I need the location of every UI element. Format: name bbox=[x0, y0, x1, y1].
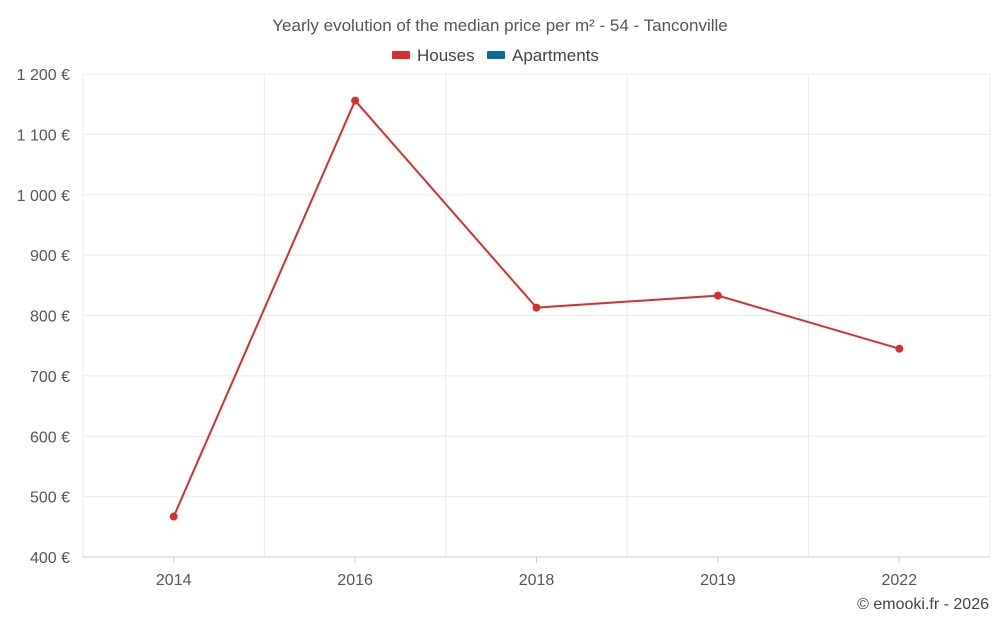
legend-item-apartments[interactable]: Apartments bbox=[487, 46, 599, 65]
legend-label-apartments: Apartments bbox=[512, 46, 599, 65]
legend-swatch-apartments bbox=[487, 51, 505, 59]
credit-text: © emooki.fr - 2026 bbox=[857, 596, 989, 613]
chart-title: Yearly evolution of the median price per… bbox=[272, 16, 727, 35]
y-tick-label: 1 000 € bbox=[17, 188, 70, 205]
x-gridlines bbox=[82, 74, 991, 557]
legend: Houses Apartments bbox=[392, 46, 599, 65]
y-tick-label: 400 € bbox=[30, 550, 70, 567]
y-gridlines bbox=[83, 73, 990, 498]
series-layer bbox=[169, 96, 904, 521]
data-point-houses[interactable] bbox=[713, 291, 722, 300]
y-tick-label: 900 € bbox=[30, 248, 70, 265]
data-point-houses[interactable] bbox=[169, 512, 178, 521]
y-axis-ticks: 400 € 500 € 600 € 700 € 800 € 900 € 1 000 € 1 1… bbox=[17, 67, 70, 567]
y-tick-label: 600 € bbox=[30, 429, 70, 446]
legend-label-houses: Houses bbox=[417, 46, 475, 65]
x-tick-label: 2016 bbox=[337, 572, 373, 589]
x-axis-ticks: 2014 2016 2018 2019 2022 bbox=[156, 557, 917, 589]
x-tick-label: 2019 bbox=[700, 572, 736, 589]
y-tick-label: 500 € bbox=[30, 490, 70, 507]
x-tick-label: 2022 bbox=[882, 572, 918, 589]
data-point-houses[interactable] bbox=[895, 344, 904, 353]
y-tick-label: 1 200 € bbox=[17, 67, 70, 84]
x-tick-label: 2014 bbox=[156, 572, 192, 589]
y-tick-label: 1 100 € bbox=[17, 127, 70, 144]
data-point-houses[interactable] bbox=[532, 303, 541, 312]
legend-item-houses[interactable]: Houses bbox=[392, 46, 475, 65]
y-tick-label: 700 € bbox=[30, 369, 70, 386]
y-tick-label: 800 € bbox=[30, 309, 70, 326]
data-point-houses[interactable] bbox=[351, 96, 360, 105]
x-tick-label: 2018 bbox=[519, 572, 555, 589]
legend-swatch-houses bbox=[392, 51, 410, 59]
